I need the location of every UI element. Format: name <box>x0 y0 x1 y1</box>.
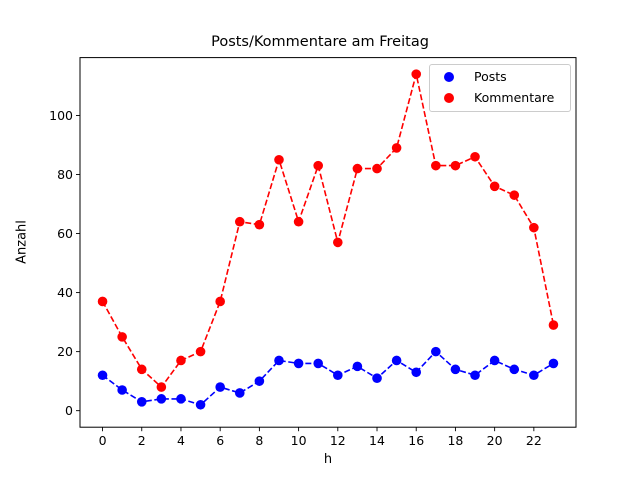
x-axis-label: h <box>323 452 333 467</box>
data-point <box>372 163 382 174</box>
y-tick-label: 100 <box>49 108 73 123</box>
x-tick-label: 6 <box>216 433 224 448</box>
y-tick-label: 40 <box>57 285 73 300</box>
data-point <box>509 364 520 375</box>
data-point <box>391 143 402 153</box>
data-point <box>195 399 206 410</box>
legend-label: Kommentare <box>474 90 555 105</box>
data-point <box>274 355 284 366</box>
y-tick-label: 60 <box>57 226 73 241</box>
data-point <box>176 394 186 404</box>
data-point <box>234 216 245 227</box>
legend-label: Posts <box>474 69 507 84</box>
data-point <box>254 376 265 386</box>
data-point <box>489 355 500 366</box>
data-point <box>333 237 343 248</box>
data-point <box>195 346 206 357</box>
x-axis: 0 2 4 6 8 10 12 14 16 18 20 22 <box>99 427 542 448</box>
data-point <box>313 160 323 171</box>
data-point <box>431 160 441 171</box>
data-point <box>156 382 167 392</box>
data-point <box>450 160 461 171</box>
chart-title: Posts/Kommentare am Freitag <box>211 34 429 50</box>
data-point <box>215 382 225 392</box>
data-point <box>489 181 500 192</box>
y-tick-label: 20 <box>57 344 73 359</box>
data-point <box>509 190 520 200</box>
data-point <box>215 296 225 307</box>
plot-frame <box>79 57 577 428</box>
data-point <box>117 332 127 342</box>
data-point <box>372 373 382 383</box>
blue-circle-marker-icon <box>444 72 454 82</box>
data-point <box>97 370 108 381</box>
data-point <box>176 355 186 366</box>
series-line <box>102 350 554 406</box>
series-line <box>101 73 555 389</box>
data-point <box>234 388 245 398</box>
x-tick-label: 2 <box>138 433 146 448</box>
x-tick-label: 4 <box>177 433 185 448</box>
data-point <box>313 358 323 369</box>
data-point <box>391 355 402 366</box>
x-tick-label: 20 <box>487 433 503 448</box>
x-tick-label: 16 <box>408 433 424 448</box>
data-point <box>548 358 559 369</box>
series-posts <box>97 346 559 410</box>
x-tick-label: 14 <box>369 433 385 448</box>
data-point <box>411 367 422 378</box>
data-point <box>352 163 363 174</box>
x-tick-label: 10 <box>291 433 307 448</box>
data-point <box>352 361 363 372</box>
x-tick-label: 8 <box>255 433 263 448</box>
data-point <box>333 370 343 381</box>
data-point <box>548 320 559 330</box>
y-axis: 0 20 40 60 80 100 <box>49 108 80 418</box>
data-point <box>97 296 108 307</box>
x-tick-label: 0 <box>99 433 107 448</box>
x-tick-label: 18 <box>447 433 463 448</box>
data-point <box>470 370 480 381</box>
y-tick-label: 80 <box>57 167 73 182</box>
data-point <box>529 222 539 233</box>
data-point <box>156 394 167 404</box>
data-point <box>254 219 265 230</box>
data-point <box>450 364 461 375</box>
data-point <box>431 346 441 357</box>
data-point <box>293 216 304 227</box>
legend: Posts Kommentare <box>429 64 571 112</box>
x-tick-label: 12 <box>330 433 346 448</box>
data-point <box>136 397 147 407</box>
y-tick-label: 0 <box>65 403 73 418</box>
data-point <box>411 69 422 79</box>
y-axis-label: Anzahl <box>14 220 30 264</box>
data-point <box>117 385 127 395</box>
data-point <box>274 154 284 165</box>
series-kommentare <box>97 69 559 392</box>
data-point <box>529 370 539 381</box>
data-point <box>136 364 147 375</box>
x-tick-label: 22 <box>526 433 542 448</box>
data-point <box>293 358 304 369</box>
red-circle-marker-icon <box>444 93 454 103</box>
data-point <box>470 151 480 162</box>
